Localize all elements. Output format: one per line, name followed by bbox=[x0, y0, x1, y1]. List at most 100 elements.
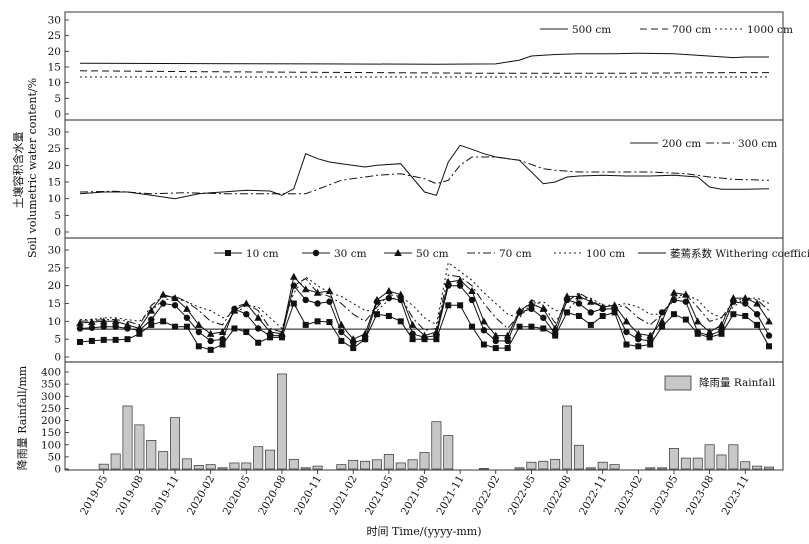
shallow-data-point bbox=[396, 290, 405, 298]
middle-ytick-label: 25 bbox=[48, 143, 61, 155]
withering-legend-label: 萎蔫系数 Withering coefficient bbox=[670, 247, 809, 260]
xtick-label: 2023-08 bbox=[684, 474, 716, 518]
rain-legend-item: 降雨量 Rainfall bbox=[664, 375, 776, 391]
rain-ytick-label: 150 bbox=[41, 427, 61, 439]
rain-bar bbox=[253, 446, 264, 470]
shallow-legend-item: 50 cm bbox=[384, 248, 449, 260]
middle-series-line bbox=[79, 144, 770, 200]
shallow-data-point bbox=[385, 312, 392, 319]
rain-bar bbox=[360, 460, 371, 470]
shallow-data-point bbox=[160, 318, 167, 325]
shallow-data-point bbox=[420, 331, 429, 339]
middle-ytick-label: 0 bbox=[54, 227, 61, 239]
middle-ytick-label: 5 bbox=[54, 210, 61, 222]
shallow-data-point bbox=[480, 327, 488, 334]
shallow-data-point bbox=[540, 314, 547, 321]
shallow-data-point bbox=[326, 298, 333, 305]
shallow-data-point bbox=[718, 327, 725, 334]
middle-ytick-label: 20 bbox=[48, 160, 61, 172]
shallow-legend-label: 50 cm bbox=[416, 248, 449, 260]
shallow-data-point bbox=[172, 323, 179, 330]
shallow-data-point bbox=[361, 335, 369, 343]
shallow-data-point bbox=[564, 309, 571, 316]
deep-ytick-label: 20 bbox=[48, 46, 61, 58]
rain-bar bbox=[443, 435, 454, 470]
shallow-data-point bbox=[159, 290, 167, 298]
rain-bar bbox=[692, 457, 703, 470]
shallow-ytick-label: 0 bbox=[54, 352, 61, 364]
shallow-ytick-label: 15 bbox=[48, 298, 61, 310]
shallow-data-point bbox=[658, 317, 666, 325]
shallow-data-point bbox=[77, 339, 83, 346]
xtick-label: 2021-02 bbox=[328, 474, 360, 518]
shallow-data-point bbox=[468, 296, 476, 304]
shallow-data-point bbox=[111, 317, 120, 325]
shallow-data-point bbox=[409, 330, 416, 338]
rain-bar bbox=[229, 462, 240, 470]
shallow-legend-label: 10 cm bbox=[246, 248, 279, 260]
deep-series-line bbox=[79, 70, 769, 74]
shallow-data-point bbox=[492, 337, 499, 345]
rain-ytick-label: 100 bbox=[41, 439, 61, 451]
rain-bar bbox=[395, 462, 406, 470]
rain-bar bbox=[276, 373, 287, 470]
shallow-series-line bbox=[80, 261, 770, 330]
shallow-data-point bbox=[171, 294, 179, 302]
rain-bar bbox=[348, 459, 359, 470]
shallow-data-point bbox=[408, 320, 417, 328]
shallow-data-point bbox=[195, 343, 202, 350]
shallow-data-point bbox=[183, 314, 191, 321]
shallow-data-point bbox=[171, 302, 179, 309]
shallow-data-point bbox=[266, 328, 274, 336]
soil-ylabel-en: Soil volumetric water content/% bbox=[26, 78, 39, 258]
soil-ylabel-cn: 土壤容积含水量 bbox=[11, 132, 25, 209]
panel-rainfall-frame bbox=[64, 361, 784, 471]
deep-series-line bbox=[79, 52, 769, 65]
shallow-data-point bbox=[765, 332, 773, 339]
shallow-data-point bbox=[635, 335, 642, 343]
shallow-data-point bbox=[231, 325, 238, 332]
xtick-label: 2019-05 bbox=[78, 474, 110, 518]
shallow-data-point bbox=[682, 316, 689, 323]
shallow-data-point bbox=[575, 300, 583, 307]
shallow-data-point bbox=[183, 304, 191, 312]
shallow-legend-item: 70 cm bbox=[467, 248, 532, 260]
shallow-data-point bbox=[503, 331, 512, 339]
rain-bar bbox=[146, 440, 157, 470]
shallow-data-point bbox=[301, 285, 310, 293]
rain-bar bbox=[597, 461, 608, 470]
shallow-data-point bbox=[100, 323, 107, 330]
deep-legend-label: 700 cm bbox=[672, 24, 711, 36]
shallow-data-point bbox=[516, 323, 523, 330]
shallow-data-point bbox=[742, 300, 749, 307]
rain-ytick-label: 0 bbox=[54, 464, 61, 476]
deep-ytick-label: 0 bbox=[54, 109, 61, 121]
xtick-label: 2023-05 bbox=[648, 474, 680, 518]
shallow-data-point bbox=[527, 299, 536, 307]
shallow-data-point bbox=[385, 287, 393, 295]
rain-bar bbox=[419, 452, 430, 470]
shallow-data-point bbox=[350, 345, 357, 352]
shallow-ytick-label: 30 bbox=[48, 245, 61, 257]
xtick-label: 2020-02 bbox=[185, 474, 217, 518]
rain-bar bbox=[752, 465, 763, 470]
shallow-data-point bbox=[183, 323, 190, 330]
shallow-data-point bbox=[302, 321, 309, 328]
shallow-legend-label: 30 cm bbox=[334, 248, 367, 260]
xtick-label: 2022-08 bbox=[541, 474, 573, 518]
rain-bar bbox=[585, 467, 596, 470]
middle-ytick-label: 10 bbox=[48, 193, 61, 205]
shallow-data-point bbox=[159, 300, 167, 307]
rain-bar bbox=[668, 448, 679, 470]
shallow-data-point bbox=[659, 323, 666, 330]
shallow-data-point bbox=[219, 335, 226, 343]
shallow-legend-marker bbox=[312, 249, 320, 257]
shallow-data-point bbox=[290, 300, 297, 307]
shallow-data-point bbox=[326, 319, 333, 326]
shallow-data-point bbox=[646, 331, 655, 339]
xtick-label: 2020-05 bbox=[221, 474, 253, 518]
middle-ytick-label: 15 bbox=[48, 177, 61, 189]
shallow-data-point bbox=[540, 325, 547, 332]
shallow-data-point bbox=[766, 343, 772, 350]
